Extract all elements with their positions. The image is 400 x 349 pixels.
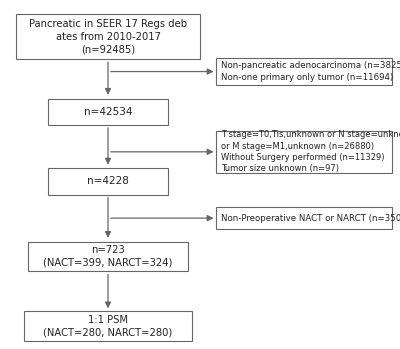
FancyBboxPatch shape bbox=[16, 14, 200, 59]
Text: 1:1 PSM
(NACT=280, NARCT=280): 1:1 PSM (NACT=280, NARCT=280) bbox=[43, 315, 173, 338]
FancyBboxPatch shape bbox=[24, 311, 192, 341]
Text: Non-pancreatic adenocarcinoma (n=38257)
Non-one primary only tumor (n=11694): Non-pancreatic adenocarcinoma (n=38257) … bbox=[221, 61, 400, 82]
Text: n=4228: n=4228 bbox=[87, 177, 129, 186]
Text: Non-Preoperative NACT or NARCT (n=3505): Non-Preoperative NACT or NARCT (n=3505) bbox=[221, 214, 400, 223]
Text: n=723
(NACT=399, NARCT=324): n=723 (NACT=399, NARCT=324) bbox=[43, 245, 173, 268]
FancyBboxPatch shape bbox=[28, 242, 188, 272]
Text: T stage=T0,Tis,unknown or N stage=unknown
or M stage=M1,unknown (n=26880)
Withou: T stage=T0,Tis,unknown or N stage=unknow… bbox=[221, 130, 400, 173]
FancyBboxPatch shape bbox=[48, 169, 168, 195]
FancyBboxPatch shape bbox=[216, 207, 392, 229]
Text: n=42534: n=42534 bbox=[84, 107, 132, 117]
FancyBboxPatch shape bbox=[216, 58, 392, 85]
FancyBboxPatch shape bbox=[48, 98, 168, 125]
Text: Pancreatic in SEER 17 Regs deb
ates from 2010-2017
(n=92485): Pancreatic in SEER 17 Regs deb ates from… bbox=[29, 19, 187, 54]
FancyBboxPatch shape bbox=[216, 131, 392, 173]
